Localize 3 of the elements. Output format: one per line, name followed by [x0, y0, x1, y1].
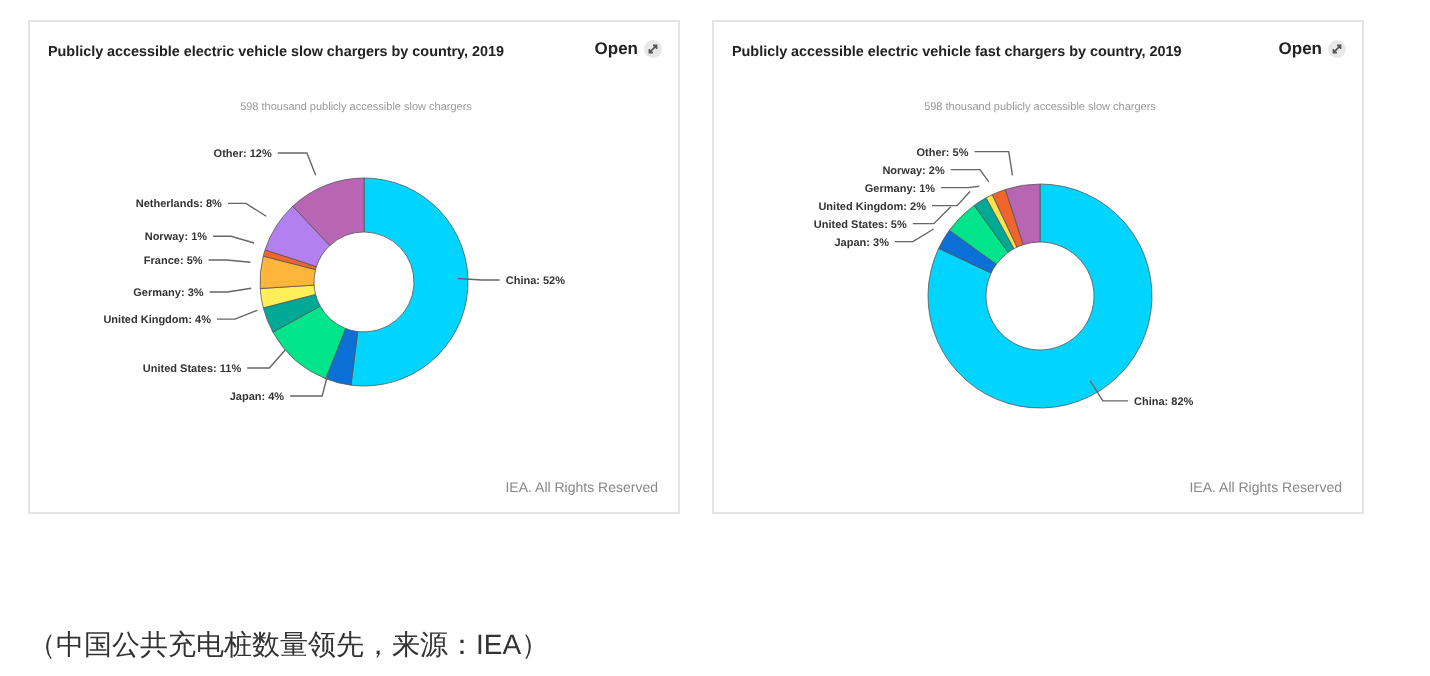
text: Open	[594, 38, 638, 58]
text: Open	[1278, 38, 1322, 58]
text: （中国公共充电桩数量领先，来源：IEA）	[28, 628, 550, 664]
